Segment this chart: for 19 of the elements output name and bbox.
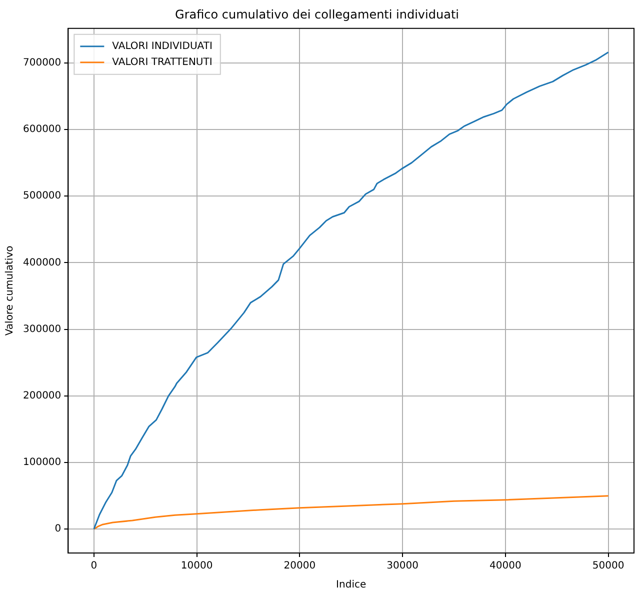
y-tick-label: 700000: [22, 57, 62, 68]
y-tick-label: 0: [54, 524, 62, 535]
y-tick-label: 600000: [22, 124, 62, 136]
y-tick-label: 500000: [22, 190, 62, 202]
x-axis-title: Indice: [336, 580, 366, 591]
legend-label: VALORI INDIVIDUATI: [112, 40, 212, 52]
x-tick-label: 50000: [592, 560, 624, 572]
x-tick-label: 20000: [284, 560, 316, 572]
y-tick-label: 300000: [22, 324, 62, 335]
y-tick-label: 400000: [22, 257, 62, 268]
y-tick-label: 100000: [22, 457, 62, 468]
x-tick-label: 10000: [180, 560, 213, 572]
x-tick-label: 30000: [386, 560, 418, 572]
x-tick-label: 0: [90, 560, 98, 572]
x-tick-label: 40000: [489, 560, 522, 572]
y-tick-label: 200000: [22, 390, 62, 402]
chart-title: Grafico cumulativo dei collegamenti individuati: [175, 7, 459, 22]
y-axis-title: Valore cumulativo: [4, 246, 16, 336]
legend-label: VALORI TRATTENUTI: [112, 56, 212, 68]
